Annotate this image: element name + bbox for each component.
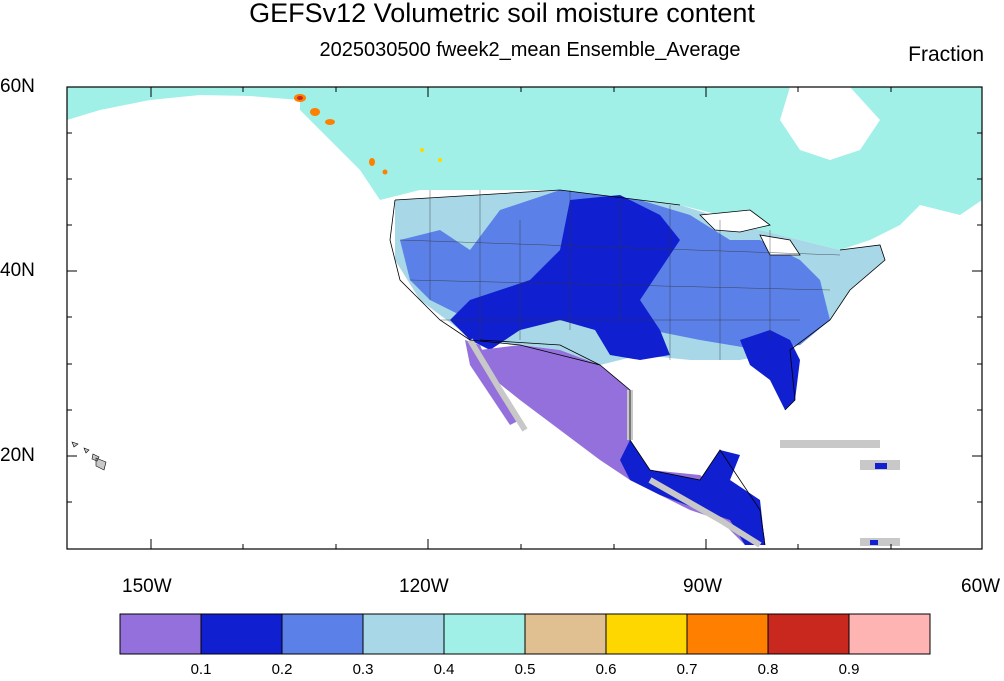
colorbar-label: 0.3 (352, 661, 374, 678)
colorbar-swatch-8 (767, 613, 850, 655)
colorbar-swatch-1 (200, 613, 283, 655)
venezuela-core (870, 540, 878, 545)
colorbar-swatch-3 (362, 613, 445, 655)
bc-hotspots (294, 94, 442, 175)
map-subtitle: 2025030500 fweek2_mean Ensemble_Average (319, 39, 741, 61)
colorbar-swatch-5 (524, 613, 607, 655)
colorbar-swatch-2 (281, 613, 364, 655)
lon-label-60w: 60W (961, 576, 1001, 597)
colorbar-label: 0.4 (433, 661, 455, 678)
coastlines (389, 189, 886, 546)
central-america-region (620, 440, 765, 545)
lon-label-90w: 90W (683, 576, 723, 597)
great-lakes (699, 209, 801, 256)
colorbar-label: 0.2 (271, 661, 293, 678)
venezuela-coast (860, 538, 900, 546)
colorbar-swatch-0 (119, 613, 202, 655)
colorbar-label: 0.5 (514, 661, 536, 678)
colorbar-swatch-6 (605, 613, 688, 655)
colorbar-label: 0.7 (676, 661, 698, 678)
colorbar-label: 0.9 (838, 661, 860, 678)
colorbar (119, 613, 931, 655)
plot-frame (66, 86, 983, 550)
map-field (67, 87, 982, 549)
lat-label-40n: 40N (0, 260, 35, 281)
units-label: Fraction (908, 43, 984, 66)
hawaii (71, 441, 107, 471)
alaska-region (67, 87, 300, 120)
colorbar-label: 0.6 (595, 661, 617, 678)
lon-ticks (150, 87, 983, 549)
colorbar-label: 0.1 (190, 661, 212, 678)
colorbar-swatch-7 (686, 613, 769, 655)
southeast-dry-region (740, 330, 800, 410)
colorbar-swatch-4 (443, 613, 526, 655)
lat-label-20n: 20N (0, 445, 35, 466)
state-borders (399, 190, 841, 360)
map-title: GEFSv12 Volumetric soil moisture content (249, 0, 755, 28)
colorbar-label: 0.8 (757, 661, 779, 678)
colorbar-swatch-9 (848, 613, 931, 655)
lon-label-150w: 150W (122, 576, 172, 597)
plains-dry-region (450, 195, 680, 360)
cuba (780, 440, 880, 448)
hispaniola-core (875, 463, 887, 469)
lat-ticks (67, 86, 982, 503)
hudson-bay (780, 87, 880, 160)
lat-label-60n: 60N (0, 76, 35, 97)
lon-label-120w: 120W (399, 576, 449, 597)
